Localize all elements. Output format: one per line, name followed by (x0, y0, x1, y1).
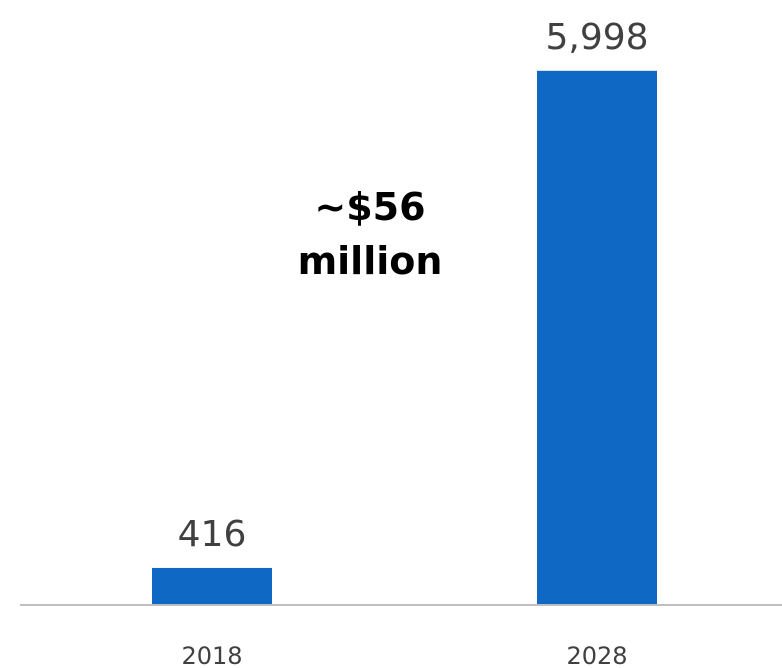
data-label-2028: 5,998 (545, 17, 648, 58)
annotation-line-2: million (298, 239, 443, 283)
x-tick-label-2028: 2028 (566, 642, 627, 668)
data-label-2018: 416 (178, 514, 247, 555)
annotation-line-1: ~$56 (314, 185, 425, 229)
labels-layer: 416 2018 5,998 2028 (178, 17, 649, 668)
bar-2018 (152, 567, 272, 605)
x-tick-label-2018: 2018 (181, 642, 242, 668)
bars-layer (152, 70, 657, 606)
bar-2028 (537, 70, 657, 606)
